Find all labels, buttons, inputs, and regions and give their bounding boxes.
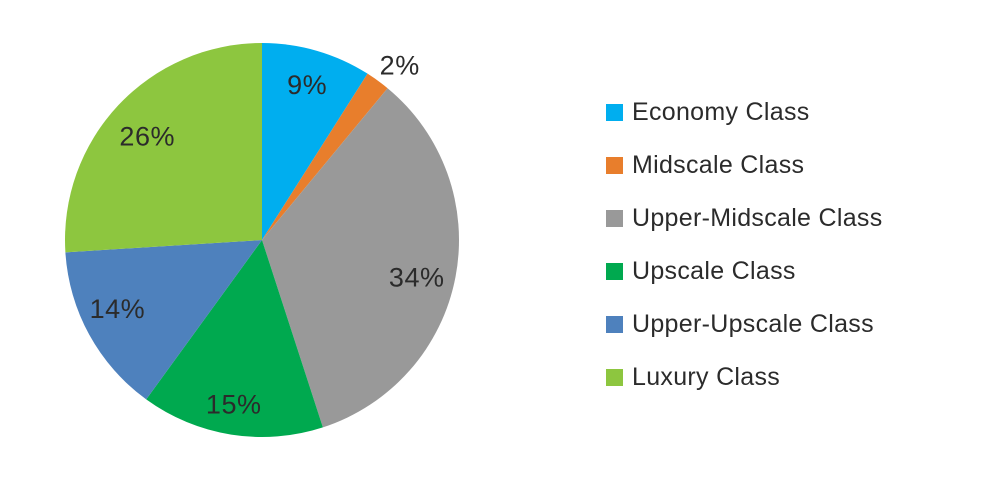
legend-item-luxury-class: Luxury Class: [606, 351, 883, 404]
legend-item-midscale-class: Midscale Class: [606, 139, 883, 192]
legend-item-economy-class: Economy Class: [606, 86, 883, 139]
legend: Economy Class Midscale Class Upper-Midscal…: [606, 86, 883, 404]
legend-swatch-economy-class: [606, 104, 623, 121]
legend-label-midscale-class: Midscale Class: [632, 151, 805, 179]
pie-slice-upper-upscale-class: [65, 240, 262, 400]
legend-label-economy-class: Economy Class: [632, 98, 810, 126]
pie-slice-luxury-class: [65, 43, 262, 253]
pie-slice-upscale-class: [146, 240, 323, 438]
legend-swatch-upscale-class: [606, 263, 623, 280]
legend-label-upscale-class: Upscale Class: [632, 257, 796, 285]
slice-label-upper-midscale-class: 34%: [389, 262, 445, 292]
pie-slice-upper-midscale-class: [262, 88, 459, 428]
legend-swatch-luxury-class: [606, 369, 623, 386]
legend-swatch-upper-upscale-class: [606, 316, 623, 333]
pie-slice-midscale-class: [262, 73, 388, 240]
legend-label-luxury-class: Luxury Class: [632, 363, 781, 391]
legend-item-upper-upscale-class: Upper-Upscale Class: [606, 298, 883, 351]
legend-item-upper-midscale-class: Upper-Midscale Class: [606, 192, 883, 245]
legend-label-upper-upscale-class: Upper-Upscale Class: [632, 310, 874, 338]
legend-label-upper-midscale-class: Upper-Midscale Class: [632, 204, 883, 232]
pie-slice-economy-class: [262, 43, 368, 240]
slice-label-economy-class: 9%: [287, 70, 327, 100]
legend-swatch-midscale-class: [606, 157, 623, 174]
slice-label-midscale-class: 2%: [380, 51, 420, 81]
slice-label-upscale-class: 15%: [206, 390, 262, 420]
legend-item-upscale-class: Upscale Class: [606, 245, 883, 298]
slice-label-upper-upscale-class: 14%: [90, 294, 146, 324]
slice-label-luxury-class: 26%: [119, 121, 175, 151]
legend-swatch-upper-midscale-class: [606, 210, 623, 227]
